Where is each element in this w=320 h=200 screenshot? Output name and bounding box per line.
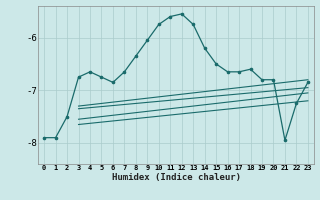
X-axis label: Humidex (Indice chaleur): Humidex (Indice chaleur) — [111, 173, 241, 182]
